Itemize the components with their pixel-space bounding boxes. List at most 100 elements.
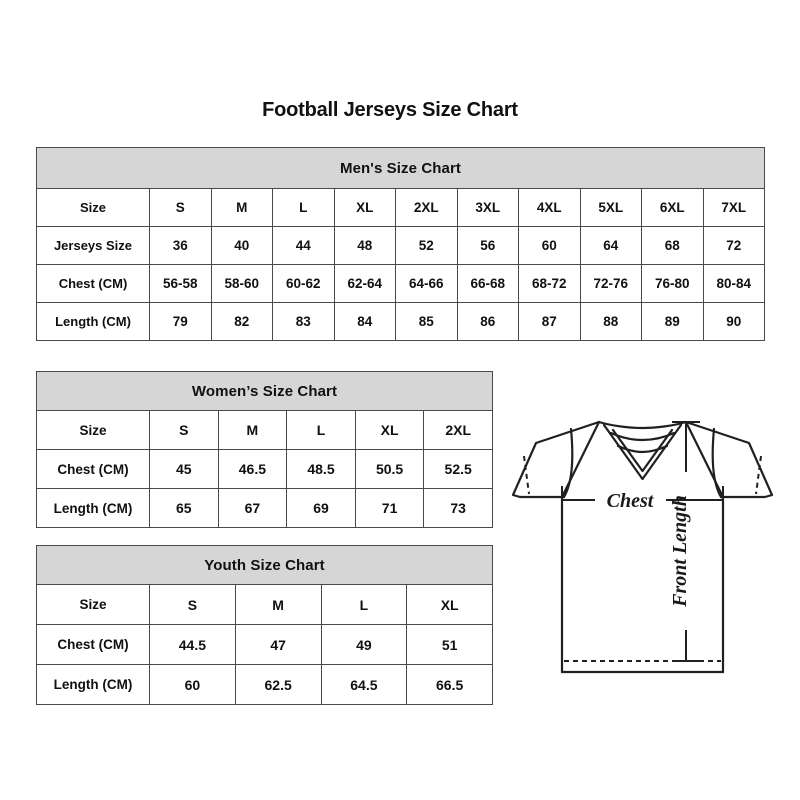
left-armhole-seam — [562, 427, 574, 499]
table-cell: 64.5 — [320, 664, 408, 705]
table-cell: 48.5 — [286, 449, 356, 489]
table-cell: 66-68 — [456, 264, 519, 303]
table-cell: 52 — [395, 226, 458, 265]
table-cell: 68 — [641, 226, 704, 265]
table-cell: 46.5 — [217, 449, 288, 489]
table-cell: 56 — [456, 226, 519, 265]
table-cell: 68-72 — [518, 264, 581, 303]
table-cell: 4XL — [518, 188, 581, 227]
table-row: Chest (CM) 45 46.5 48.5 50.5 52.5 — [36, 449, 493, 489]
table-cell: 79 — [149, 302, 212, 341]
table-cell: 73 — [423, 488, 493, 528]
table-cell: 7XL — [702, 188, 765, 227]
chest-measure-label: Chest — [607, 490, 655, 512]
mens-chart-banner: Men's Size Chart — [36, 147, 765, 189]
womens-size-chart-table: Women’s Size Chart Size S M L XL 2XL Che… — [36, 371, 493, 528]
table-cell: M — [210, 188, 273, 227]
table-row: Size S M L XL 2XL — [36, 410, 493, 450]
row-label-size: Size — [36, 188, 150, 227]
table-cell: 62.5 — [234, 664, 322, 705]
table-cell: 47 — [234, 624, 322, 665]
front-length-measure-label: Front Length — [669, 495, 691, 608]
table-cell: 49 — [320, 624, 408, 665]
table-cell: 72 — [702, 226, 765, 265]
table-banner-row: Men's Size Chart — [36, 147, 765, 189]
table-cell: 64-66 — [395, 264, 458, 303]
table-cell: S — [149, 188, 212, 227]
row-label-length: Length (CM) — [36, 488, 150, 528]
table-cell: 60 — [518, 226, 581, 265]
table-cell: 83 — [272, 302, 335, 341]
table-cell: 48 — [333, 226, 396, 265]
v-neck-opening — [597, 420, 688, 430]
table-cell: XL — [354, 410, 425, 450]
table-cell: 58-60 — [210, 264, 273, 303]
table-cell: 85 — [395, 302, 458, 341]
table-cell: M — [217, 410, 288, 450]
row-label-jerseys-size: Jerseys Size — [36, 226, 150, 265]
body-right-side — [684, 420, 725, 674]
jersey-illustration-svg: Chest Front Length — [511, 420, 774, 674]
table-cell: 67 — [217, 488, 288, 528]
table-cell: 90 — [702, 302, 765, 341]
table-cell: 84 — [333, 302, 396, 341]
table-cell: 5XL — [579, 188, 642, 227]
table-cell: 80-84 — [702, 264, 765, 303]
right-armhole-seam — [711, 427, 723, 499]
table-row: Length (CM) 65 67 69 71 73 — [36, 488, 493, 528]
table-cell: 88 — [579, 302, 642, 341]
table-cell: 89 — [641, 302, 704, 341]
row-label-size: Size — [36, 410, 150, 450]
v-neck-outer — [611, 428, 674, 473]
table-cell: 72-76 — [579, 264, 642, 303]
body-left-side — [560, 420, 601, 674]
row-label-size: Size — [36, 584, 150, 625]
table-cell: 66.5 — [406, 664, 494, 705]
table-cell: 44.5 — [149, 624, 236, 665]
table-cell: L — [272, 188, 335, 227]
table-row: Jerseys Size 36 40 44 48 52 56 60 64 68 … — [36, 226, 765, 265]
v-neck-inner-left — [602, 423, 683, 481]
table-cell: 6XL — [641, 188, 704, 227]
womens-chart-banner: Women’s Size Chart — [36, 371, 493, 411]
table-cell: 71 — [354, 488, 425, 528]
table-cell: 44 — [272, 226, 335, 265]
row-label-length: Length (CM) — [36, 664, 150, 705]
right-sleeve-outline — [684, 420, 774, 499]
table-cell: 40 — [210, 226, 273, 265]
table-cell: 86 — [456, 302, 519, 341]
table-cell: 87 — [518, 302, 581, 341]
table-banner-row: Women’s Size Chart — [36, 371, 493, 411]
table-row: Chest (CM) 44.5 47 49 51 — [36, 624, 494, 665]
table-cell: 60-62 — [272, 264, 335, 303]
table-cell: 65 — [149, 488, 219, 528]
table-cell: 64 — [579, 226, 642, 265]
table-cell: 51 — [406, 624, 494, 665]
table-cell: S — [149, 584, 236, 625]
jersey-measurement-diagram: Chest Front Length — [500, 400, 785, 700]
table-row: Size S M L XL — [36, 584, 494, 625]
row-label-chest: Chest (CM) — [36, 264, 150, 303]
table-cell: 45 — [149, 449, 219, 489]
table-cell: 62-64 — [333, 264, 396, 303]
table-cell: S — [149, 410, 219, 450]
page-title: Football Jerseys Size Chart — [262, 99, 518, 121]
mens-size-chart-table: Men's Size Chart Size S M L XL 2XL 3XL 4… — [36, 147, 765, 341]
youth-chart-banner: Youth Size Chart — [35, 545, 494, 585]
table-cell: 3XL — [456, 188, 519, 227]
table-row: Length (CM) 60 62.5 64.5 66.5 — [36, 664, 494, 705]
table-cell: L — [320, 584, 408, 625]
table-cell: 52.5 — [423, 449, 493, 489]
table-cell: 2XL — [395, 188, 458, 227]
table-cell: 69 — [286, 488, 356, 528]
table-cell: M — [234, 584, 322, 625]
right-cuff-stitch — [755, 455, 762, 495]
table-cell: 60 — [149, 664, 236, 705]
table-row: Size S M L XL 2XL 3XL 4XL 5XL 6XL 7XL — [36, 188, 765, 227]
table-cell: 36 — [149, 226, 212, 265]
row-label-chest: Chest (CM) — [36, 449, 150, 489]
collar-band-1 — [609, 431, 676, 442]
table-banner-row: Youth Size Chart — [35, 545, 494, 585]
left-cuff-stitch — [523, 455, 530, 495]
row-label-length: Length (CM) — [36, 302, 150, 341]
